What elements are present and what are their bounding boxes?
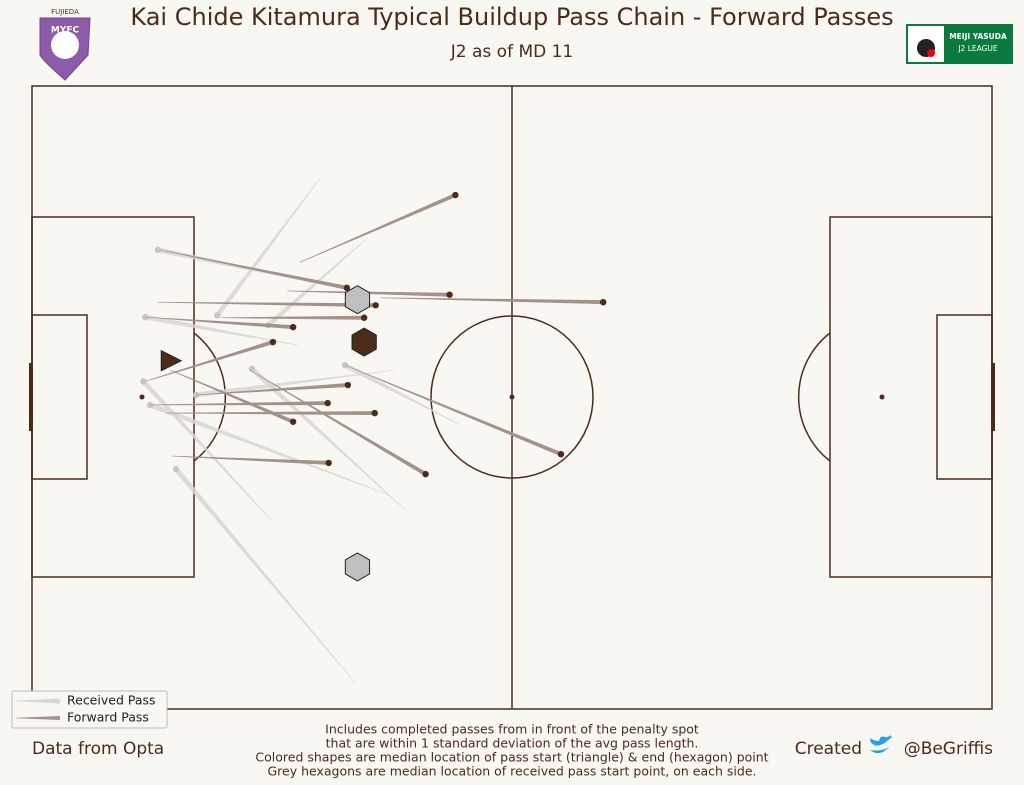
marks — [140, 178, 607, 683]
pass-end — [422, 470, 429, 478]
pass-line — [195, 369, 395, 398]
pass-end — [600, 298, 607, 306]
pass-line — [159, 249, 348, 290]
pass-end — [324, 399, 331, 407]
pass-end — [146, 401, 154, 409]
pass-end — [289, 323, 297, 331]
pass-end — [289, 418, 297, 425]
pass-line — [150, 401, 328, 406]
club-logo: FUJIEDA MYFC — [39, 8, 91, 81]
pass-end — [140, 378, 147, 385]
legend-swatch — [16, 716, 60, 720]
source-note: Data from Opta — [32, 739, 164, 759]
league-logo-line: MEIJI YASUDA — [949, 32, 1007, 41]
pass-end — [172, 465, 180, 473]
pass-line — [174, 467, 355, 683]
twitter-icon — [870, 735, 893, 754]
pass-line — [172, 455, 329, 465]
pass-end — [372, 302, 379, 309]
hexagon-marker — [344, 285, 371, 315]
league-logo: MEIJI YASUDA J2 LEAGUE — [906, 24, 1013, 64]
triangle-marker — [160, 349, 183, 372]
club-logo-text: MYFC — [51, 26, 80, 36]
legend-label: Forward Pass — [67, 710, 149, 725]
league-logo-line: J2 LEAGUE — [957, 44, 998, 53]
note-line: Includes completed passes from in front … — [325, 722, 699, 737]
pass-end — [344, 381, 352, 389]
pass-line — [299, 193, 457, 263]
pass-line — [343, 362, 461, 426]
legend-swatch — [16, 698, 60, 704]
legend-label: Received Pass — [67, 693, 156, 708]
note-line: Colored shapes are median location of pa… — [255, 750, 768, 765]
pass-end — [360, 314, 368, 321]
pass-end — [269, 338, 277, 346]
twitter-handle: @BeGriffis — [904, 739, 993, 759]
pass-end — [343, 284, 351, 292]
note-line: Grey hexagons are median location of rec… — [267, 764, 756, 779]
note-line: that are within 1 standard deviation of … — [326, 736, 699, 751]
club-logo-top: FUJIEDA — [51, 8, 79, 16]
pass-line — [145, 340, 274, 382]
pass-end — [452, 191, 459, 199]
pass-end — [154, 246, 161, 254]
pass-line — [141, 379, 274, 523]
pass-end — [371, 409, 378, 417]
pass-line — [170, 369, 294, 424]
pass-end — [446, 291, 453, 298]
pass-end — [341, 361, 349, 369]
pass-line — [249, 369, 427, 476]
pass-line — [145, 316, 294, 330]
pass-end — [325, 459, 332, 467]
pass-line — [149, 402, 391, 496]
pass-line — [144, 314, 298, 346]
pass-line — [215, 178, 321, 317]
created-label: Created — [795, 739, 862, 759]
pass-line — [380, 297, 604, 305]
hexagon-marker — [351, 327, 377, 357]
pass-line — [157, 301, 376, 308]
pass-line — [195, 383, 348, 396]
pass-end — [557, 450, 565, 458]
hexagon-marker — [344, 552, 371, 582]
pass-line — [220, 315, 365, 320]
chart-subtitle: J2 as of MD 11 — [450, 42, 574, 62]
pass-line — [344, 364, 562, 457]
chart-title: Kai Chide Kitamura Typical Buildup Pass … — [130, 3, 893, 31]
pass-end — [214, 312, 221, 319]
pitch — [29, 85, 995, 710]
